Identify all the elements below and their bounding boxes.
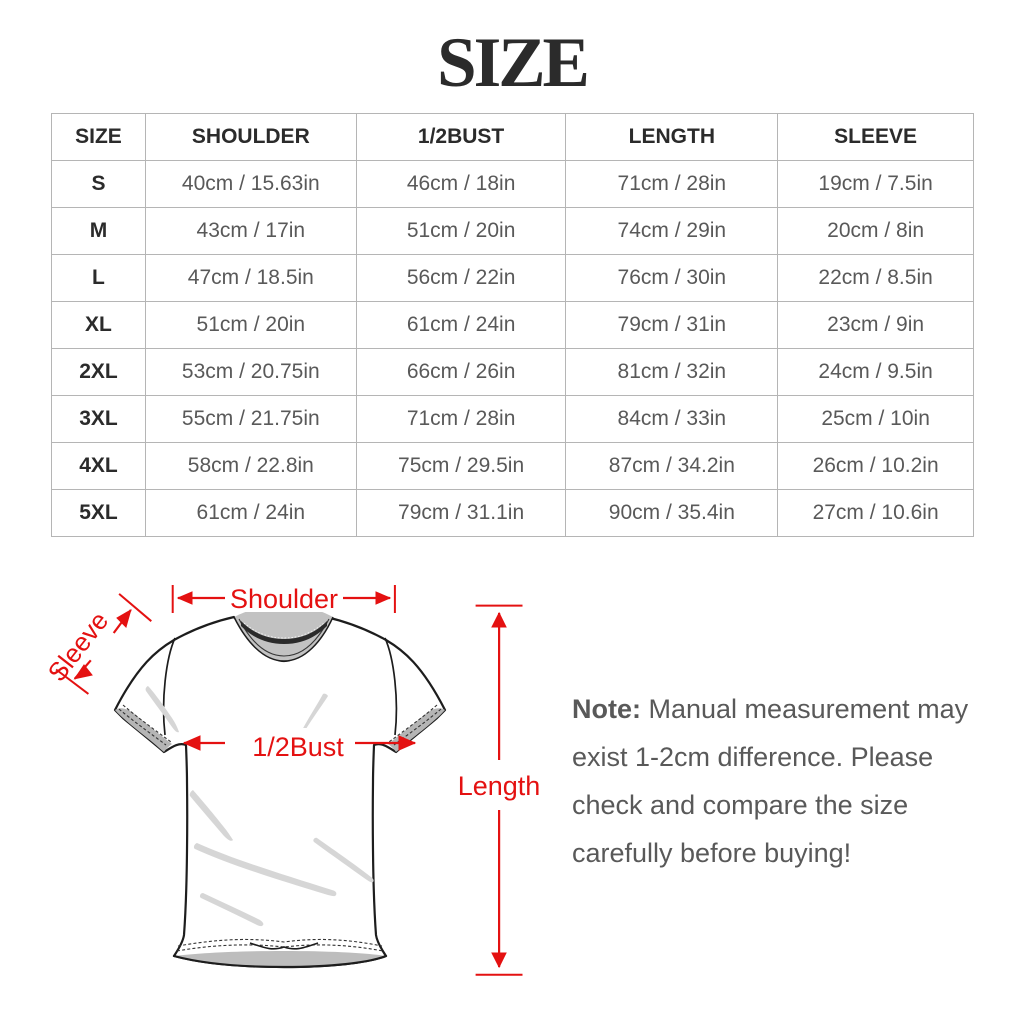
svg-text:Length: Length bbox=[458, 771, 541, 801]
svg-text:Shoulder: Shoulder bbox=[230, 584, 338, 614]
svg-text:1/2Bust: 1/2Bust bbox=[252, 732, 344, 762]
